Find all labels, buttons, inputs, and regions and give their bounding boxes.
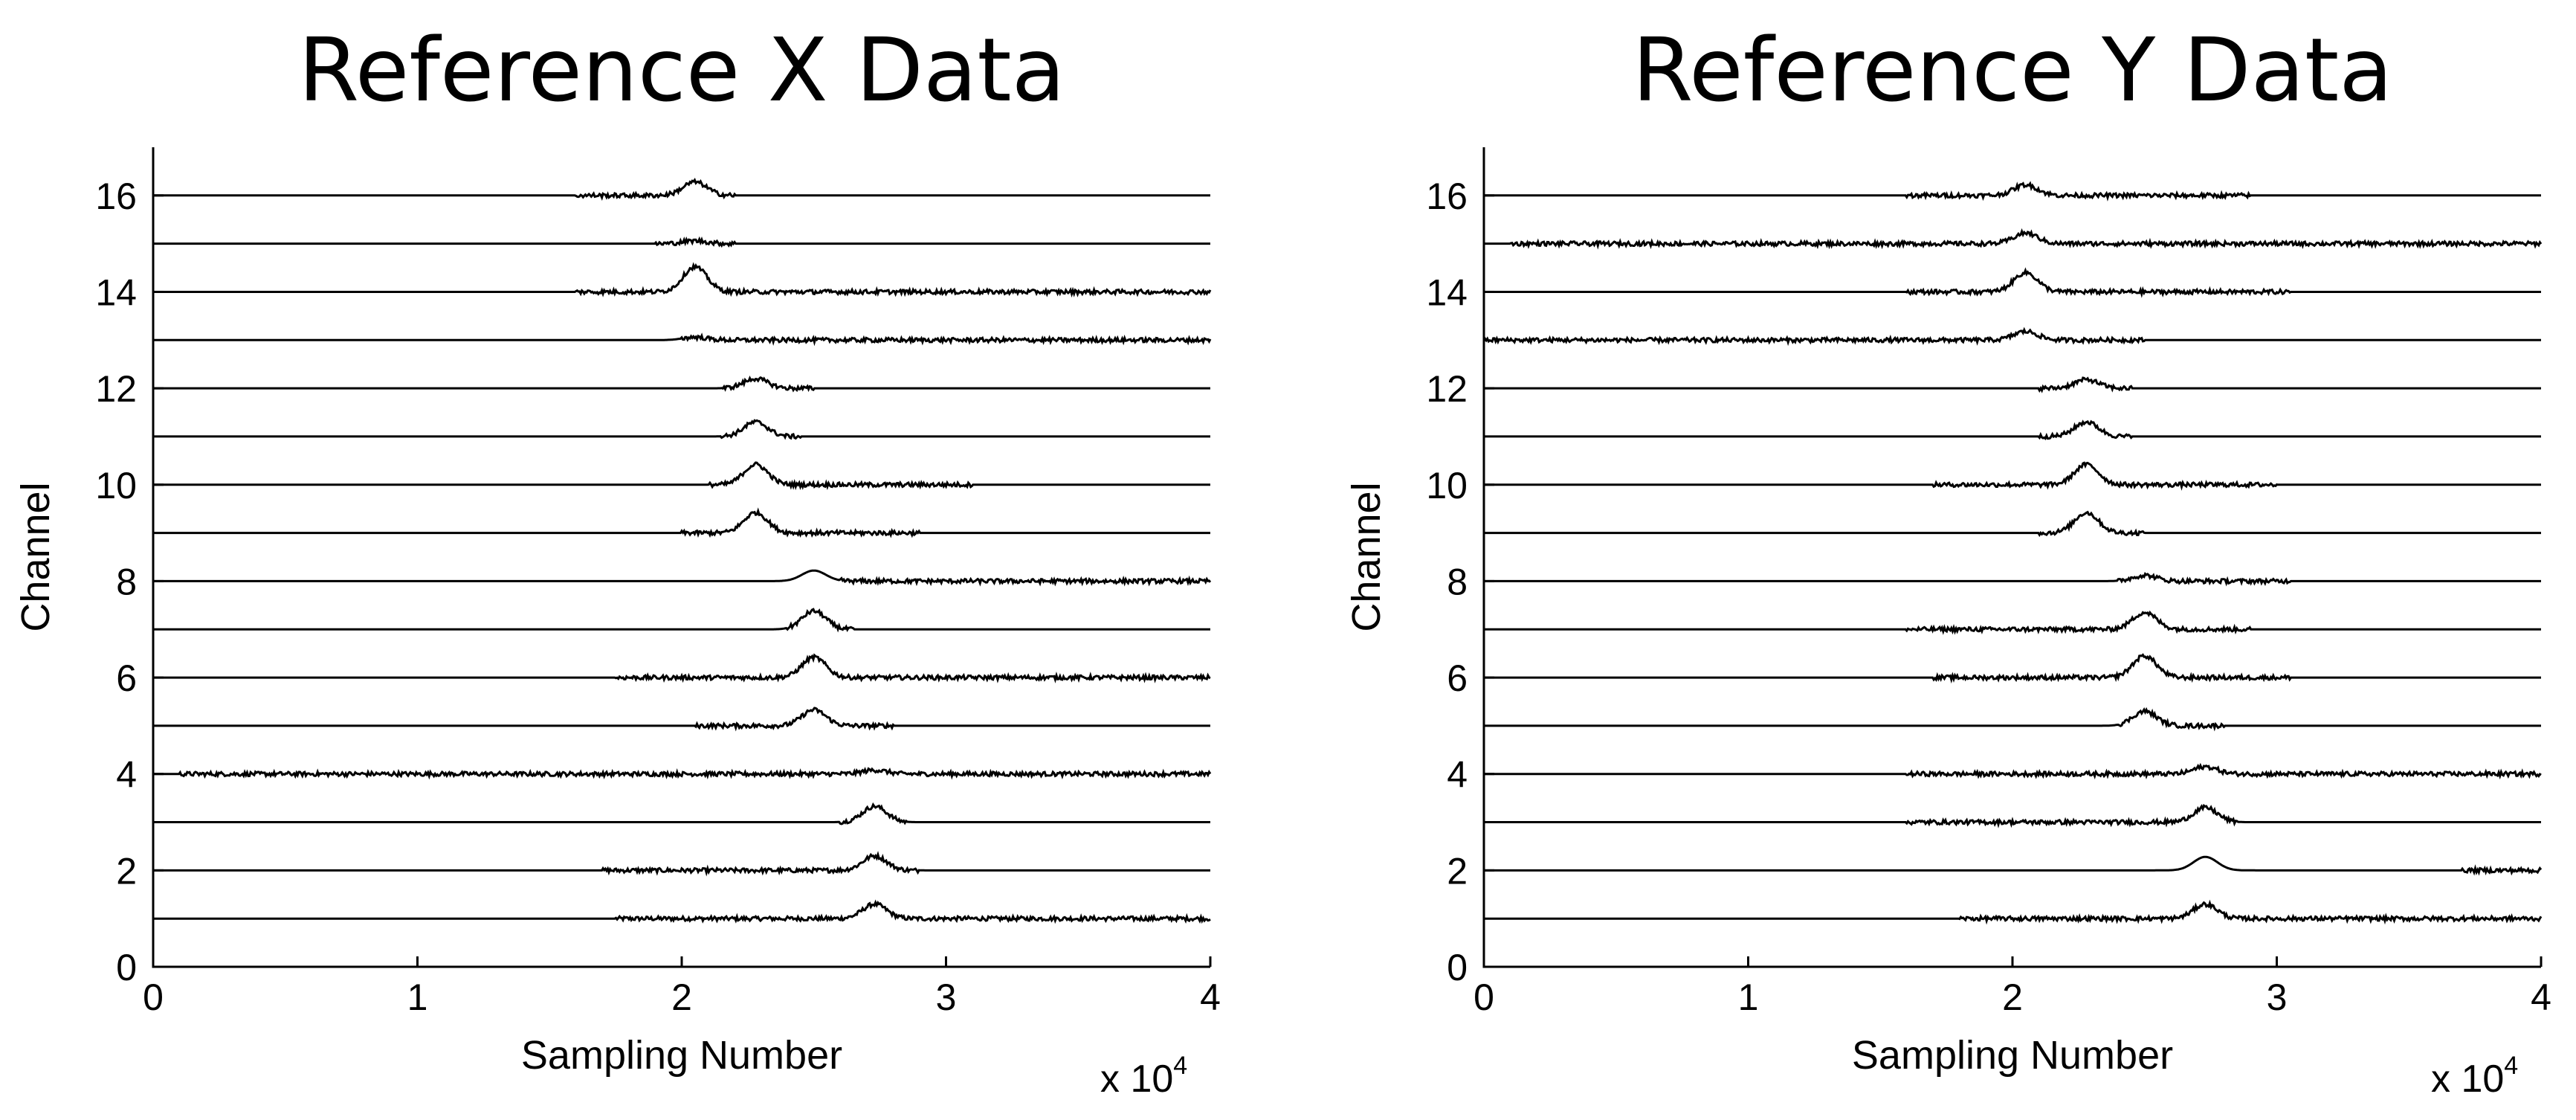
trace-channel-1 [1484, 899, 2543, 925]
trace-channel-3 [1484, 803, 2541, 828]
x-axis-multiplier-exponent: 4 [2504, 1052, 2518, 1080]
y-tick-label: 4 [1447, 754, 1468, 796]
trace-channel-9 [153, 507, 1210, 538]
x-tick-label: 3 [2267, 976, 2288, 1018]
x-axis-multiplier-base: x 10 [1100, 1058, 1173, 1101]
trace-channel-2 [1484, 855, 2543, 876]
y-tick-label: 10 [1426, 465, 1468, 506]
y-tick-label: 10 [95, 465, 137, 506]
trace-channel-11 [1484, 419, 2541, 441]
trace-channel-7 [153, 608, 1210, 633]
trace-channel-5 [1484, 707, 2541, 732]
x-tick-label: 4 [2531, 976, 2551, 1018]
y-tick-label: 8 [116, 561, 137, 602]
trace-channel-8 [1484, 572, 2541, 587]
x-tick-label: 2 [2002, 976, 2023, 1018]
x-axis-label: Sampling Number [521, 1033, 842, 1078]
y-tick-label: 6 [116, 657, 137, 699]
trace-channel-14 [1484, 267, 2541, 298]
y-tick-label: 4 [116, 754, 137, 796]
trace-channel-10 [153, 461, 1210, 491]
trace-channel-12 [153, 375, 1210, 393]
trace-channel-16 [1484, 181, 2541, 202]
x-axis-multiplier-base: x 10 [2431, 1058, 2504, 1101]
y-tick-label: 8 [1447, 561, 1468, 602]
y-tick-label: 0 [1447, 947, 1468, 988]
trace-channel-6 [153, 653, 1211, 683]
chart-panel-reference-x: Reference X Data Sampling Number Channel… [13, 19, 1221, 1101]
x-tick-label: 3 [936, 976, 957, 1018]
y-tick-label: 16 [95, 176, 137, 217]
trace-channel-15 [153, 236, 1210, 248]
trace-channel-14 [153, 262, 1212, 298]
x-axis-multiplier: x 104 [1100, 1052, 1187, 1101]
x-axis-multiplier-exponent: 4 [1173, 1052, 1187, 1080]
trace-channel-6 [1484, 653, 2541, 684]
trace-channel-16 [153, 178, 1210, 201]
y-tick-label: 0 [116, 947, 137, 988]
trace-channel-10 [1484, 461, 2541, 491]
x-tick-label: 0 [143, 976, 164, 1018]
axes-frame [152, 147, 1210, 968]
x-tick-label: 1 [407, 976, 428, 1018]
trace-channel-13 [1482, 326, 2541, 347]
y-tick-label: 2 [1447, 850, 1468, 892]
y-axis-label: Channel [1344, 482, 1389, 631]
y-tick-label: 12 [95, 368, 137, 410]
chart-title: Reference Y Data [1632, 19, 2392, 121]
trace-channel-4 [153, 767, 1212, 780]
x-tick-label: 1 [1738, 976, 1759, 1018]
x-tick-label: 4 [1200, 976, 1221, 1018]
trace-channel-4 [1484, 762, 2542, 780]
y-tick-label: 2 [116, 850, 137, 892]
x-tick-label: 2 [671, 976, 692, 1018]
trace-channel-2 [153, 851, 1210, 877]
trace-channel-15 [1484, 228, 2543, 250]
y-tick-label: 14 [1426, 271, 1468, 313]
trace-channel-9 [1484, 510, 2541, 538]
y-axis-label: Channel [13, 482, 58, 631]
y-tick-label: 12 [1426, 368, 1468, 410]
trace-channel-13 [153, 332, 1212, 347]
x-axis-multiplier: x 104 [2431, 1052, 2518, 1101]
chart-panel-reference-y: Reference Y Data Sampling Number Channel… [1344, 19, 2551, 1101]
chart-title: Reference X Data [298, 19, 1065, 121]
trace-channel-8 [153, 569, 1212, 587]
x-tick-label: 0 [1473, 976, 1494, 1018]
trace-channel-12 [1484, 376, 2541, 393]
trace-channel-7 [1484, 610, 2541, 635]
trace-channel-5 [153, 707, 1210, 732]
y-tick-label: 14 [95, 271, 137, 313]
x-axis-label: Sampling Number [1852, 1033, 2173, 1078]
axes-frame [1482, 147, 2541, 968]
trace-channel-11 [153, 419, 1210, 440]
trace-channel-1 [153, 899, 1211, 924]
trace-channel-3 [153, 802, 1210, 825]
y-tick-label: 6 [1447, 657, 1468, 699]
y-tick-label: 16 [1426, 176, 1468, 217]
